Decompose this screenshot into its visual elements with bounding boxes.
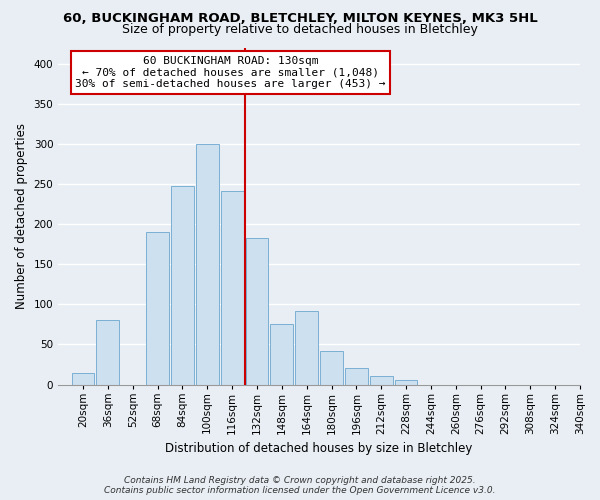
Bar	[345, 368, 368, 384]
Bar	[97, 320, 119, 384]
Bar	[221, 191, 244, 384]
Bar	[71, 372, 94, 384]
Bar	[245, 238, 268, 384]
Bar	[271, 324, 293, 384]
Y-axis label: Number of detached properties: Number of detached properties	[15, 123, 28, 309]
Bar	[320, 351, 343, 384]
Text: 60 BUCKINGHAM ROAD: 130sqm
← 70% of detached houses are smaller (1,048)
30% of s: 60 BUCKINGHAM ROAD: 130sqm ← 70% of deta…	[75, 56, 386, 89]
Bar	[146, 232, 169, 384]
Bar	[171, 186, 194, 384]
Bar	[196, 144, 218, 384]
Bar	[295, 311, 318, 384]
Bar	[395, 380, 418, 384]
Bar	[370, 376, 392, 384]
Text: Size of property relative to detached houses in Bletchley: Size of property relative to detached ho…	[122, 22, 478, 36]
Text: 60, BUCKINGHAM ROAD, BLETCHLEY, MILTON KEYNES, MK3 5HL: 60, BUCKINGHAM ROAD, BLETCHLEY, MILTON K…	[62, 12, 538, 26]
X-axis label: Distribution of detached houses by size in Bletchley: Distribution of detached houses by size …	[166, 442, 473, 455]
Text: Contains HM Land Registry data © Crown copyright and database right 2025.
Contai: Contains HM Land Registry data © Crown c…	[104, 476, 496, 495]
